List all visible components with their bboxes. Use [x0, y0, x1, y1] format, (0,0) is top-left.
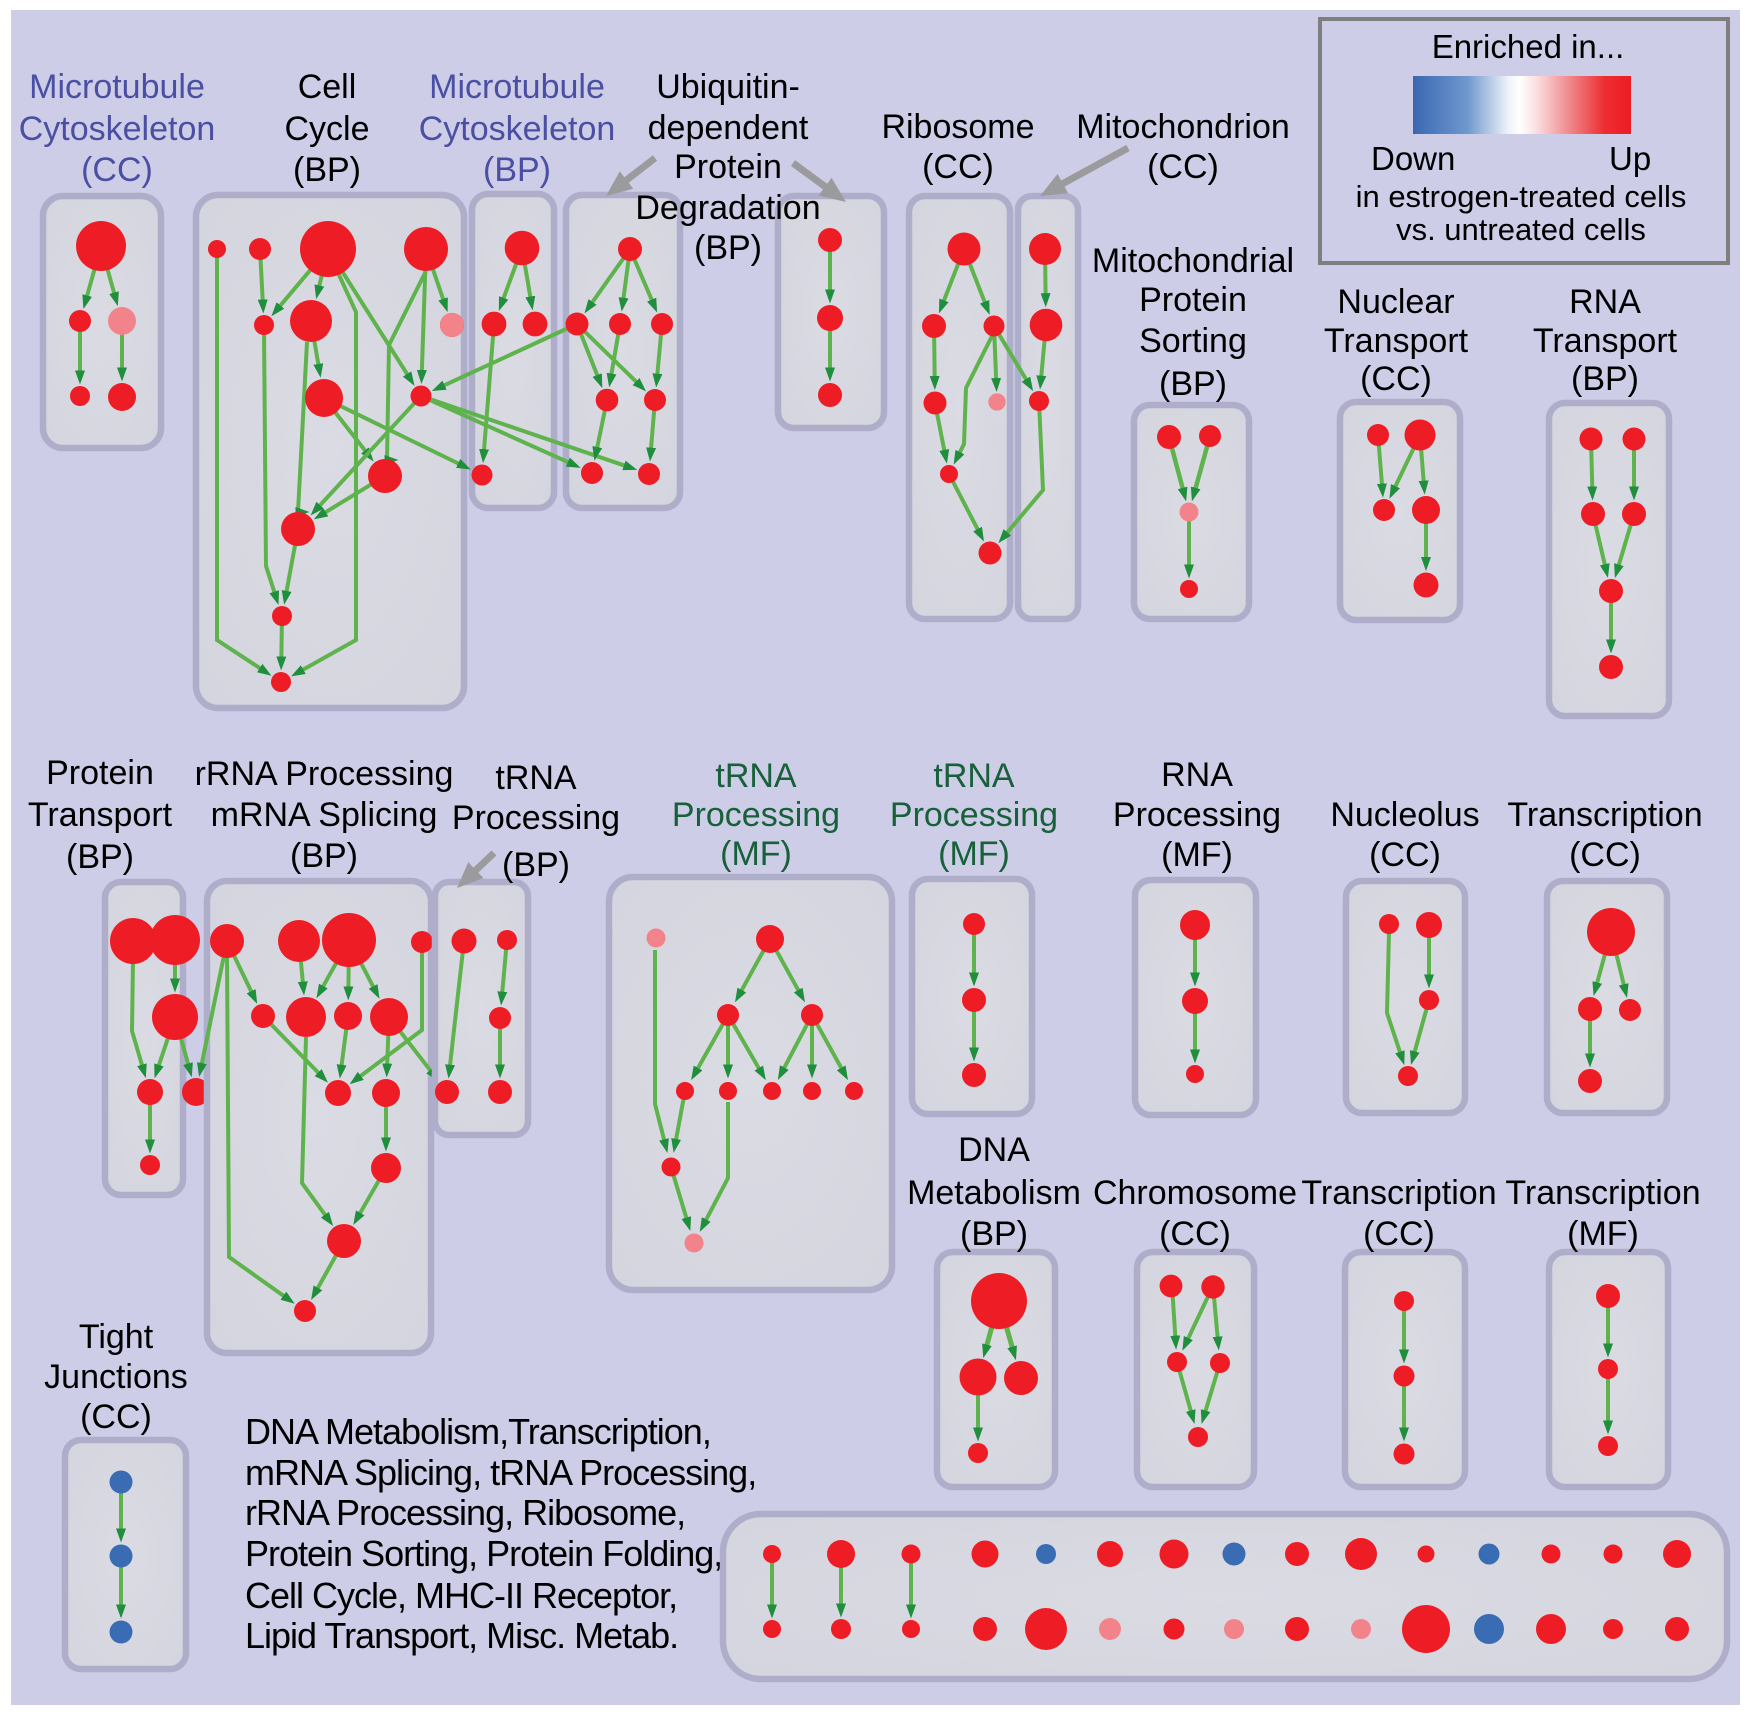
svg-text:mRNA Splicing: mRNA Splicing — [211, 796, 438, 834]
svg-text:tRNA: tRNA — [495, 759, 577, 797]
svg-text:mRNA Splicing, tRNA Processing: mRNA Splicing, tRNA Processing, — [245, 1452, 756, 1493]
svg-text:rRNA Processing, Ribosome,: rRNA Processing, Ribosome, — [245, 1492, 685, 1533]
svg-text:(CC): (CC) — [1369, 836, 1441, 874]
svg-text:RNA: RNA — [1569, 283, 1641, 321]
svg-text:(BP): (BP) — [502, 846, 570, 884]
svg-text:Transcription: Transcription — [1301, 1174, 1496, 1212]
svg-text:Metabolism: Metabolism — [907, 1174, 1081, 1212]
svg-text:Enriched in...: Enriched in... — [1432, 28, 1625, 65]
svg-text:(BP): (BP) — [694, 229, 762, 267]
svg-text:(MF): (MF) — [720, 835, 792, 873]
svg-text:Protein: Protein — [46, 754, 154, 792]
svg-text:Processing: Processing — [452, 799, 620, 837]
svg-text:Degradation: Degradation — [635, 189, 820, 227]
svg-text:Microtubule: Microtubule — [29, 68, 205, 106]
svg-text:(BP): (BP) — [66, 838, 134, 876]
svg-text:Ubiquitin-: Ubiquitin- — [656, 68, 800, 106]
svg-text:Cell: Cell — [298, 68, 357, 106]
svg-text:(MF): (MF) — [938, 835, 1010, 873]
svg-text:Junctions: Junctions — [44, 1358, 188, 1396]
svg-text:rRNA Processing: rRNA Processing — [195, 755, 454, 793]
svg-text:DNA: DNA — [958, 1131, 1030, 1169]
svg-text:Processing: Processing — [890, 796, 1058, 834]
svg-text:Processing: Processing — [672, 796, 840, 834]
svg-text:Mitochondrion: Mitochondrion — [1076, 108, 1290, 146]
svg-text:Microtubule: Microtubule — [429, 68, 605, 106]
svg-text:tRNA: tRNA — [933, 757, 1015, 795]
svg-text:Transport: Transport — [1533, 322, 1678, 360]
svg-text:Down: Down — [1371, 140, 1455, 177]
svg-text:Tight: Tight — [79, 1318, 154, 1356]
svg-text:(MF): (MF) — [1161, 836, 1233, 874]
svg-text:Ribosome: Ribosome — [881, 108, 1034, 146]
svg-text:(MF): (MF) — [1567, 1215, 1639, 1253]
svg-text:Up: Up — [1609, 140, 1651, 177]
svg-text:Transcription: Transcription — [1505, 1174, 1700, 1212]
svg-text:vs. untreated cells: vs. untreated cells — [1396, 212, 1646, 247]
svg-text:(CC): (CC) — [1363, 1215, 1435, 1253]
svg-text:(CC): (CC) — [1159, 1215, 1231, 1253]
svg-text:Transport: Transport — [1324, 322, 1469, 360]
svg-text:dependent: dependent — [648, 109, 809, 147]
svg-text:(CC): (CC) — [1360, 360, 1432, 398]
svg-text:(CC): (CC) — [1569, 836, 1641, 874]
svg-text:DNA Metabolism,Transcription,: DNA Metabolism,Transcription, — [245, 1411, 711, 1452]
svg-text:Nucleolus: Nucleolus — [1330, 796, 1479, 834]
svg-text:(BP): (BP) — [1571, 360, 1639, 398]
svg-text:Nuclear: Nuclear — [1337, 283, 1454, 321]
svg-text:tRNA: tRNA — [715, 757, 797, 795]
svg-text:RNA: RNA — [1161, 756, 1233, 794]
svg-text:in estrogen-treated cells: in estrogen-treated cells — [1356, 179, 1687, 214]
svg-text:(CC): (CC) — [1147, 148, 1219, 186]
svg-text:Cycle: Cycle — [284, 110, 369, 148]
svg-text:Transport: Transport — [28, 796, 173, 834]
svg-text:(CC): (CC) — [80, 1398, 152, 1436]
svg-text:Chromosome: Chromosome — [1093, 1174, 1297, 1212]
svg-text:Cytoskeleton: Cytoskeleton — [419, 110, 616, 148]
svg-text:(BP): (BP) — [290, 837, 358, 875]
svg-text:Mitochondrial: Mitochondrial — [1092, 242, 1294, 280]
svg-text:Lipid Transport, Misc. Metab.: Lipid Transport, Misc. Metab. — [245, 1615, 678, 1656]
svg-text:(BP): (BP) — [293, 151, 361, 189]
svg-text:(CC): (CC) — [81, 151, 153, 189]
svg-text:Processing: Processing — [1113, 796, 1281, 834]
svg-text:(BP): (BP) — [1159, 365, 1227, 403]
svg-text:Transcription: Transcription — [1507, 796, 1702, 834]
svg-text:Protein: Protein — [1139, 281, 1247, 319]
svg-text:Cell Cycle, MHC-II Receptor,: Cell Cycle, MHC-II Receptor, — [245, 1575, 677, 1616]
svg-text:(BP): (BP) — [960, 1215, 1028, 1253]
svg-text:(BP): (BP) — [483, 151, 551, 189]
svg-text:(CC): (CC) — [922, 148, 994, 186]
svg-text:Protein Sorting, Protein Foldi: Protein Sorting, Protein Folding, — [245, 1533, 722, 1574]
svg-text:Cytoskeleton: Cytoskeleton — [19, 110, 216, 148]
svg-text:Protein: Protein — [674, 148, 782, 186]
svg-text:Sorting: Sorting — [1139, 322, 1247, 360]
